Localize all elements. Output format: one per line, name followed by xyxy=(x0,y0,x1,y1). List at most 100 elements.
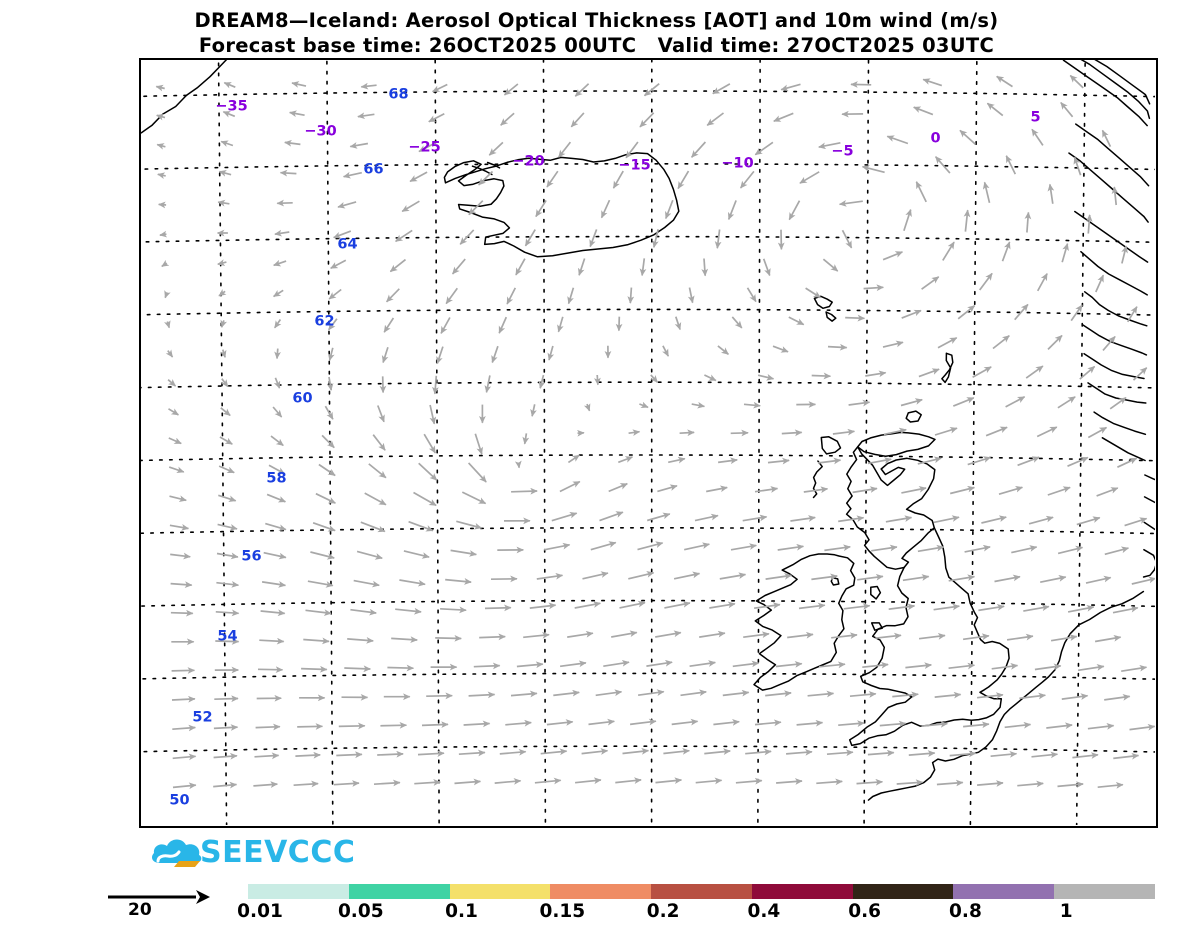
wind-arrow xyxy=(167,379,177,387)
wind-arrow xyxy=(336,751,363,759)
wind-arrow xyxy=(440,317,451,334)
coastline-path xyxy=(830,576,840,586)
wind-arrow xyxy=(360,521,386,533)
wind-arrow xyxy=(161,259,170,268)
coastline-path xyxy=(1094,60,1151,105)
wind-arrow xyxy=(849,691,877,698)
map-panel[interactable]: 68 66 64 62 60 58 56 54 52 50 −35 −30 −25 −20 −15 −10−… xyxy=(139,58,1158,828)
wind-arrow xyxy=(767,457,790,465)
wind-arrow xyxy=(831,632,858,640)
wind-arrow xyxy=(268,464,286,475)
wind-arrow xyxy=(164,320,171,329)
wind-arrow xyxy=(391,636,418,643)
wind-arrow xyxy=(534,777,562,785)
wind-arrow xyxy=(1050,634,1078,642)
wind-arrow xyxy=(817,457,842,465)
wind-arrow xyxy=(328,318,338,331)
wind-arrow xyxy=(1057,545,1084,555)
colorbar-band xyxy=(953,884,1055,899)
wind-arrow xyxy=(680,689,707,697)
wind-arrow xyxy=(546,719,574,726)
title-line-2: Forecast base time: 26OCT2025 00UTC Vali… xyxy=(198,34,995,57)
wind-arrow xyxy=(1017,456,1040,467)
wind-arrow xyxy=(432,375,439,395)
wind-arrow xyxy=(714,229,722,249)
wind-arrow xyxy=(445,287,458,305)
wind-arrow xyxy=(913,106,934,116)
wind-arrow xyxy=(459,229,475,245)
wind-arrow xyxy=(1014,303,1029,321)
wind-arrow xyxy=(156,113,166,121)
wind-arrow xyxy=(883,427,907,436)
wind-arrow xyxy=(886,135,909,145)
arrow-icon-2 xyxy=(185,861,200,867)
wind-arrow xyxy=(608,482,628,493)
wind-arrow xyxy=(959,129,976,145)
wind-arrow xyxy=(730,429,749,437)
wind-arrow xyxy=(811,573,838,581)
parallel-line xyxy=(141,527,1155,535)
wind-arrow xyxy=(289,110,305,118)
wind-arrow xyxy=(612,170,624,189)
wind-arrow xyxy=(543,542,571,551)
wind-arrow xyxy=(530,404,537,417)
parallel-line xyxy=(141,381,1155,389)
wind-arrow xyxy=(921,720,948,728)
meridian-line xyxy=(542,60,547,825)
wind-arrow xyxy=(845,314,866,322)
wind-arrow xyxy=(255,723,281,731)
wind-arrow xyxy=(522,433,530,445)
wind-arrow xyxy=(867,457,892,465)
wind-arrow xyxy=(429,404,437,425)
wind-arrow xyxy=(901,485,927,494)
wind-arrow xyxy=(1094,634,1122,643)
coastline-path xyxy=(1144,474,1155,481)
wind-arrow xyxy=(484,604,512,612)
wind-arrow xyxy=(819,661,846,669)
colorbar-band xyxy=(1054,884,1155,899)
wind-arrow xyxy=(218,289,227,297)
aot-colorbar[interactable] xyxy=(248,884,1155,899)
wind-arrow xyxy=(776,778,803,785)
wind-arrow xyxy=(257,666,284,674)
wind-arrow xyxy=(168,408,179,416)
wind-arrow xyxy=(599,511,624,522)
wind-arrow xyxy=(731,316,743,329)
wind-arrow xyxy=(155,84,165,92)
wind-arrow xyxy=(1025,365,1044,379)
wind-arrow xyxy=(691,401,706,409)
wind-arrow xyxy=(589,229,598,248)
wind-arrow xyxy=(639,401,649,409)
wind-arrow xyxy=(611,630,638,638)
wind-arrow xyxy=(1109,396,1127,410)
wind-arrow xyxy=(936,779,964,787)
wind-arrow xyxy=(310,551,335,560)
wind-arrow xyxy=(395,229,413,243)
wind-arrow xyxy=(360,82,377,90)
wind-arrow xyxy=(1057,396,1076,409)
wind-arrow xyxy=(333,230,352,239)
coastline-path xyxy=(1093,411,1147,436)
wind-arrow xyxy=(1047,183,1055,204)
wind-arrow xyxy=(276,199,293,207)
wind-arrow xyxy=(838,515,865,523)
wind-arrow xyxy=(722,689,750,697)
wind-arrow xyxy=(338,722,366,730)
wind-arrow xyxy=(765,690,792,697)
wind-arrow xyxy=(266,493,287,503)
colorbar-tick-label: 0.2 xyxy=(646,901,680,922)
wind-arrow xyxy=(368,463,387,479)
wind-arrow xyxy=(603,659,630,668)
wind-arrow xyxy=(216,552,239,560)
wind-arrow xyxy=(948,662,976,670)
wind-arrow xyxy=(401,200,420,213)
wind-arrow xyxy=(326,376,334,391)
wind-arrow xyxy=(417,750,445,757)
wind-arrow xyxy=(865,370,887,378)
parallel-line xyxy=(141,672,1155,680)
wind-arrow xyxy=(650,374,659,383)
wind-arrow xyxy=(157,172,166,179)
wind-arrow xyxy=(788,316,805,326)
wind-arrow xyxy=(706,112,725,126)
wind-arrow xyxy=(387,664,415,672)
